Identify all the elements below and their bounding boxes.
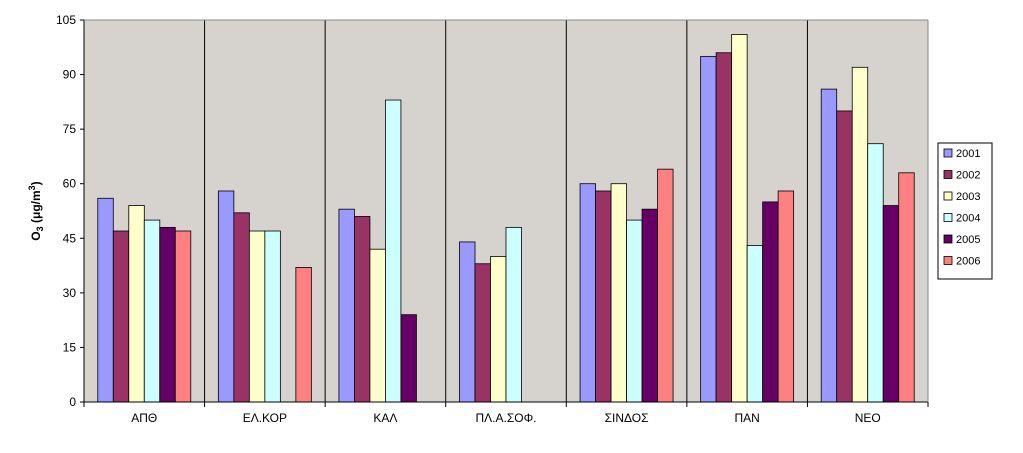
bar-2004 — [505, 226, 522, 403]
legend-label-2003: 2003 — [956, 191, 980, 203]
x-axis-ticks: ΑΠΘ ΕΛ.ΚΟΡ ΚΑΛ ΠΛ.Α.ΣΟΦ. ΣΙΝΔΟΣ ΠΑΝ ΝΕΟ — [83, 402, 929, 425]
y-axis-title-unit: (μg/m — [29, 190, 43, 226]
bar-2002 — [474, 263, 491, 403]
bar-2002 — [233, 212, 250, 403]
bar-2005 — [641, 208, 658, 403]
bar-2001 — [338, 208, 355, 403]
bar-2006 — [295, 266, 312, 403]
bar-2005 — [762, 201, 779, 403]
legend-swatch-2006 — [943, 256, 953, 265]
legend-label-2004: 2004 — [956, 213, 980, 225]
bar-2004 — [867, 143, 884, 403]
bar-2001 — [700, 55, 717, 403]
bar-2004 — [626, 219, 643, 403]
bar-2003 — [731, 34, 748, 403]
y-axis-ticks: 0 15 30 45 60 75 90 105 — [56, 13, 84, 409]
y-axis-title-superscript: 3 — [27, 185, 37, 190]
bar-2005 — [400, 314, 417, 403]
bar-2006 — [174, 230, 192, 403]
legend-swatch-2003 — [943, 191, 953, 201]
bar-2001 — [820, 88, 838, 403]
bar-2001 — [97, 197, 114, 403]
y-tick-label: 0 — [69, 395, 76, 409]
bar-2002 — [595, 190, 612, 403]
y-tick-label: 105 — [56, 13, 76, 27]
bar-2004 — [264, 230, 281, 403]
legend-label-2006: 2006 — [956, 256, 980, 268]
bar-2006 — [898, 172, 915, 403]
category-dividers — [204, 20, 808, 402]
legend: 2001 2002 2003 2004 2005 2006 — [937, 142, 993, 280]
bar-2003 — [610, 183, 627, 403]
bar-2006 — [777, 190, 795, 403]
y-tick-label: 15 — [63, 340, 77, 354]
bar-2001 — [579, 183, 596, 403]
bar-2003 — [490, 256, 507, 403]
bar-2004 — [385, 99, 402, 403]
bar-2003 — [851, 66, 869, 403]
bar-2001 — [459, 241, 476, 403]
x-tick-label: ΠΛ.Α.ΣΟΦ. — [475, 411, 536, 425]
bar-2002 — [112, 230, 130, 403]
legend-label-2002: 2002 — [956, 170, 980, 182]
y-tick-label: 75 — [63, 122, 77, 136]
y-axis-title-close: ) — [29, 181, 43, 185]
y-axis-title-subscript: 3 — [35, 226, 45, 231]
y-tick-label: 30 — [63, 286, 77, 300]
bar-2002 — [715, 52, 733, 403]
legend-swatch-2001 — [943, 148, 953, 158]
legend-label-2001: 2001 — [956, 148, 980, 160]
y-axis-title-main: O — [29, 231, 43, 240]
legend-swatch-2002 — [943, 170, 953, 179]
bar-2006 — [657, 168, 674, 403]
x-tick-label: ΚΑΛ — [373, 411, 397, 425]
y-tick-label: 90 — [63, 68, 77, 82]
x-tick-label: ΣΙΝΔΟΣ — [605, 411, 649, 425]
x-tick-label: ΑΠΘ — [131, 411, 157, 425]
y-tick-label: 45 — [63, 231, 77, 245]
bar-2004 — [143, 219, 161, 403]
x-tick-label: ΝΕΟ — [855, 411, 881, 425]
bar-2001 — [217, 190, 235, 403]
bar-2002 — [354, 216, 371, 403]
legend-swatch-2004 — [943, 213, 953, 222]
bar-2003 — [369, 248, 386, 403]
y-tick-label: 60 — [63, 177, 77, 191]
x-tick-label: ΕΛ.ΚΟΡ — [243, 411, 287, 425]
legend-label-2005: 2005 — [956, 234, 980, 246]
bar-2005 — [882, 205, 900, 403]
bar-2003 — [248, 230, 266, 403]
bar-2004 — [746, 245, 764, 403]
x-tick-label: ΠΑΝ — [734, 411, 759, 425]
bars — [97, 34, 915, 403]
legend-swatch-2005 — [943, 234, 953, 244]
y-axis-title: O3 (μg/m3) — [27, 181, 45, 240]
bar-2003 — [128, 205, 145, 403]
bar-2005 — [159, 226, 176, 403]
bar-2002 — [836, 110, 853, 403]
